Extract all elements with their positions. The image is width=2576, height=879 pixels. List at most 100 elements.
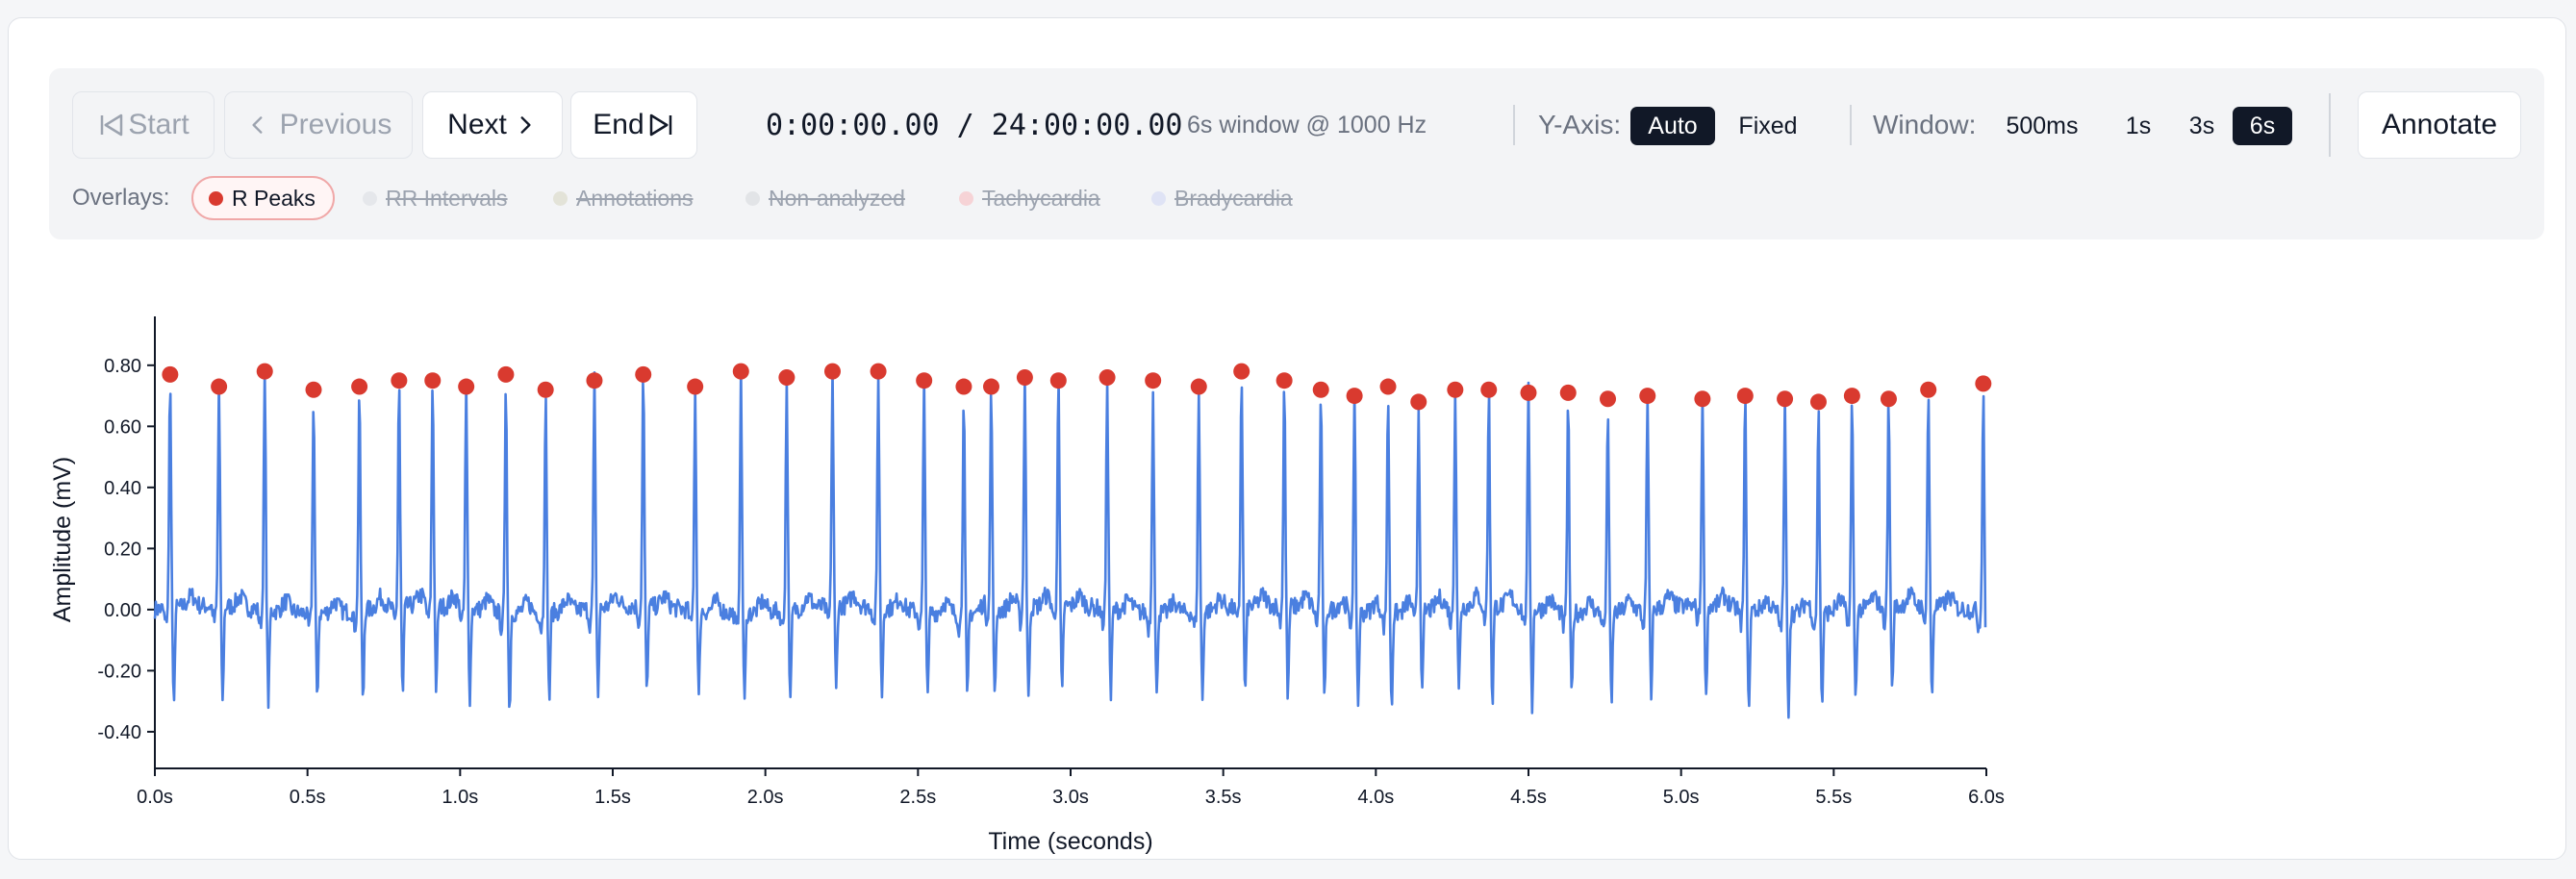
chevron-left-icon [252,116,263,134]
r-peak-marker [351,378,368,395]
start-button[interactable]: Start [72,91,215,159]
r-peak-marker [1694,390,1711,408]
overlays-label: Overlays: [72,185,170,211]
x-tick-label: 1.0s [442,787,478,808]
end-button[interactable]: End [570,91,697,159]
y-tick-label: 0.20 [104,539,141,560]
r-peak-marker [778,369,796,387]
r-peak-marker [424,372,442,389]
time-display: 0:00:00.00 / 24:00:00.00 [766,108,1183,142]
ecg-trace [153,364,1987,719]
window-500ms-button[interactable]: 500ms [2006,112,2079,139]
overlay-label: R Peaks [232,185,316,211]
r-peak-marker [916,372,933,389]
r-peak-marker [256,363,273,380]
y-tick-label: 0.40 [104,478,141,499]
toolbar: Start Previous Next End 0:00:00.00 / 24:… [49,68,2544,239]
r-peak-marker [1346,388,1363,405]
divider [1850,105,1852,145]
x-tick-label: 1.5s [594,787,631,808]
overlay-rr-intervals-toggle[interactable]: RR Intervals [363,176,508,220]
window-1s-button[interactable]: 1s [2125,112,2152,139]
x-tick-label: 3.0s [1052,787,1089,808]
divider [1513,105,1515,145]
x-tick-label: 5.5s [1815,787,1852,808]
r-peak-marker [1809,393,1827,411]
overlay-tachycardia-toggle[interactable]: Tachycardia [959,176,1100,220]
x-tick-label: 3.5s [1205,787,1242,808]
r-peaks-layer [162,363,1992,411]
non-analyzed-dot-icon [745,190,760,206]
tachycardia-dot-icon [959,190,973,206]
x-tick-label: 4.5s [1510,787,1547,808]
r-peak-marker [1049,372,1067,389]
annotations-dot-icon [553,190,568,206]
x-tick-label: 6.0s [1968,787,2005,808]
r-peak-marker [1145,372,1162,389]
r-peak-marker [1639,388,1656,405]
x-tick-label: 0.0s [137,787,173,808]
r-peak-marker [1233,363,1250,380]
overlay-label: Tachycardia [982,185,1100,211]
controls-row: Start Previous Next End 0:00:00.00 / 24:… [49,91,2544,159]
y-tick-label: 0.60 [104,416,141,438]
overlay-non-analyzed-toggle[interactable]: Non-analyzed [745,176,905,220]
r-peak-marker [1777,390,1794,408]
viewer-card: Start Previous Next End 0:00:00.00 / 24:… [8,17,2566,860]
previous-label: Previous [279,109,392,140]
r-peak-marker [1099,369,1116,387]
ecg-chart[interactable]: 0.80 0.60 0.40 0.20 0.00 -0.20 -0.40 0.0s 0.5s 1.… [9,278,2029,855]
overlay-annotations-toggle[interactable]: Annotations [553,176,693,220]
r-peak-marker [1736,388,1754,405]
r-peak-marker [1379,378,1397,395]
overlay-label: Annotations [576,185,694,211]
r-peak-marker [1880,390,1897,408]
divider [2329,93,2331,157]
annotate-button[interactable]: Annotate [2358,91,2521,159]
y-tick-label: 0.00 [104,600,141,621]
y-axis-label: Y-Axis: [1538,110,1622,139]
r-peak-marker [1190,378,1207,395]
overlay-label: Non-analyzed [769,185,905,211]
y-tick-label: -0.40 [97,722,141,743]
r-peak-marker [687,378,704,395]
r-peak-marker [732,363,749,380]
r-peak-marker [1520,384,1537,401]
previous-button[interactable]: Previous [224,91,413,159]
x-tick-label: 5.0s [1663,787,1700,808]
overlays-row: Overlays: R Peaks RR Intervals Annotatio… [49,176,2544,220]
r-peak-marker [391,372,408,389]
r-peak-marker [1480,381,1498,398]
r-peak-marker [955,378,972,395]
r-peak-marker [162,365,179,383]
y-axis-fixed-button[interactable]: Fixed [1738,112,1798,139]
overlay-r-peaks-toggle[interactable]: R Peaks [191,176,335,220]
overlay-label: RR Intervals [386,185,508,211]
bradycardia-dot-icon [1151,190,1166,206]
x-tick-label: 2.0s [747,787,784,808]
window-6s-button[interactable]: 6s [2233,107,2292,145]
skip-end-icon [649,113,671,137]
r-peak-marker [1920,381,1937,398]
r-peaks-dot-icon [209,190,223,206]
next-button[interactable]: Next [422,91,563,159]
chart-axes: 0.80 0.60 0.40 0.20 0.00 -0.20 -0.40 0.0s 0.5s 1.… [97,316,2005,808]
x-tick-label: 0.5s [290,787,326,808]
window-info: 6s window @ 1000 Hz [1187,111,1427,138]
r-peak-marker [458,378,475,395]
r-peak-marker [870,363,887,380]
r-peak-marker [586,372,603,389]
skip-start-icon [101,113,123,137]
start-label: Start [128,109,189,140]
r-peak-marker [497,365,515,383]
r-peak-marker [1600,390,1617,408]
overlay-bradycardia-toggle[interactable]: Bradycardia [1151,176,1293,220]
r-peak-marker [982,378,999,395]
y-axis-auto-button[interactable]: Auto [1630,107,1715,145]
y-tick-label: -0.20 [97,661,141,682]
end-label: End [593,109,644,140]
next-label: Next [447,109,507,140]
chevron-right-icon [520,116,531,134]
window-3s-button[interactable]: 3s [2188,112,2215,139]
rr-intervals-dot-icon [363,190,377,206]
